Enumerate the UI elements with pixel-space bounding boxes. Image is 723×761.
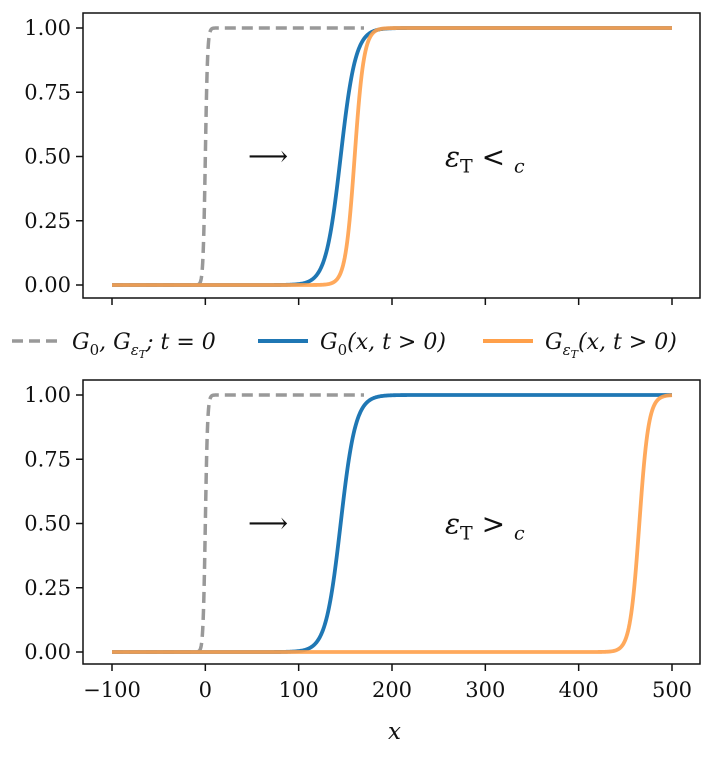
series-line-1 bbox=[110, 26, 674, 287]
x-tick-label: 200 bbox=[372, 678, 412, 702]
y-tick-label: 1.00 bbox=[24, 16, 71, 40]
y-tick-label: 0.00 bbox=[24, 273, 71, 297]
plot-frame bbox=[82, 379, 701, 665]
y-tick-label: 0.75 bbox=[24, 80, 71, 104]
y-tick-label: 0.50 bbox=[24, 512, 71, 536]
y-tick-label: 0.00 bbox=[24, 640, 71, 664]
x-tick-label: 500 bbox=[652, 678, 692, 702]
annotation-text: εT < c bbox=[445, 141, 525, 178]
bottom-panel: 0.00 0.25 0.50 0.75 1.00 −100 0 100 200 300 400 500… bbox=[24, 379, 701, 745]
legend-label-g0: G0(x, t > 0) bbox=[320, 330, 446, 359]
y-tick-label: 0.50 bbox=[24, 145, 71, 169]
y-tick-label: 0.25 bbox=[24, 576, 71, 600]
plot-frame bbox=[82, 12, 701, 299]
series-line-2 bbox=[110, 393, 674, 654]
legend: G0, GεT; t = 0 G0(x, t > 0) GεT(x, t > 0… bbox=[12, 330, 677, 361]
direction-arrow: ⟶ bbox=[248, 140, 288, 173]
direction-arrow: ⟶ bbox=[248, 507, 288, 540]
legend-label-gepsilon: GεT(x, t > 0) bbox=[545, 330, 677, 361]
y-tick-label: 0.25 bbox=[24, 209, 71, 233]
series-line-2 bbox=[110, 26, 674, 287]
top-panel: 0.00 0.25 0.50 0.75 1.00 ⟶ εT < c bbox=[24, 12, 701, 305]
x-tick-label: 400 bbox=[559, 678, 599, 702]
x-tick-label: 0 bbox=[199, 678, 212, 702]
legend-label-initial: G0, GεT; t = 0 bbox=[72, 330, 216, 361]
y-tick-label: 1.00 bbox=[24, 383, 71, 407]
x-tick-label: 100 bbox=[279, 678, 319, 702]
series-line-1 bbox=[110, 393, 674, 654]
x-tick-label: −100 bbox=[83, 678, 141, 702]
x-axis-title: x bbox=[388, 719, 401, 745]
y-tick-label: 0.75 bbox=[24, 447, 71, 471]
annotation-text: εT > c bbox=[445, 508, 525, 545]
x-tick-label: 300 bbox=[465, 678, 505, 702]
